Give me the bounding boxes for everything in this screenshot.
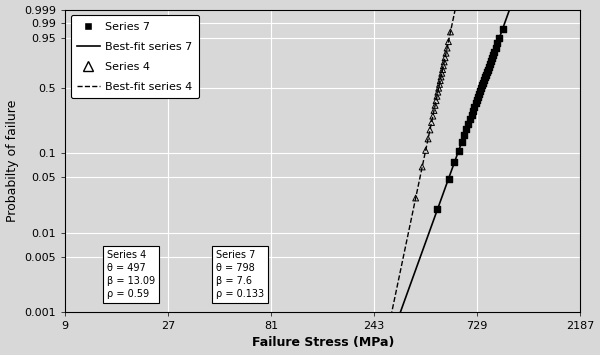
Point [478,83,487,88]
Point [427,120,436,125]
Point [454,148,463,154]
Point [432,93,442,99]
Point [490,49,499,54]
Point [487,55,497,61]
Point [460,132,469,138]
Point [433,89,443,95]
Point [431,98,441,104]
Point [491,45,500,51]
Point [467,112,476,118]
Point [471,100,481,106]
Point [418,164,427,170]
Point [481,72,491,78]
Point [494,35,504,40]
Point [480,75,490,80]
Point [438,67,448,72]
Point [488,52,498,58]
Point [436,74,446,80]
Y-axis label: Probabilty of failure: Probabilty of failure [5,99,19,222]
Point [484,64,494,70]
Point [423,136,433,142]
Point [478,80,488,86]
Point [440,55,450,61]
Point [441,50,451,56]
Point [476,85,486,91]
Text: Series 7
θ = 798
β = 7.6
ρ = 0.133: Series 7 θ = 798 β = 7.6 ρ = 0.133 [216,250,264,299]
Point [486,58,496,64]
Point [439,59,449,65]
Point [473,94,483,100]
Point [442,45,452,51]
Point [465,116,475,122]
Point [430,103,440,108]
Legend: Series 7, Best-fit series 7, Series 4, Best-fit series 4: Series 7, Best-fit series 7, Series 4, B… [71,15,199,98]
Point [439,63,448,69]
Point [434,85,443,91]
X-axis label: Failure Stress (MPa): Failure Stress (MPa) [251,337,394,349]
Point [429,108,439,113]
Point [433,207,442,212]
Point [436,78,445,83]
Point [475,88,485,94]
Point [428,113,437,119]
Point [472,97,482,103]
Point [421,148,430,153]
Point [444,176,454,181]
Point [425,127,435,133]
Point [443,39,453,44]
Point [469,108,478,114]
Point [498,26,508,32]
Point [434,82,444,87]
Point [411,195,421,201]
Point [464,121,473,126]
Point [479,77,489,83]
Point [457,140,466,145]
Point [437,70,446,76]
Point [470,104,479,110]
Point [461,126,471,132]
Point [493,40,502,46]
Point [446,29,455,35]
Point [483,67,493,72]
Text: Series 4
θ = 497
β = 13.09
ρ = 0.59: Series 4 θ = 497 β = 13.09 ρ = 0.59 [107,250,155,299]
Point [482,69,492,75]
Point [449,159,459,165]
Point [485,61,494,67]
Point [475,91,484,97]
